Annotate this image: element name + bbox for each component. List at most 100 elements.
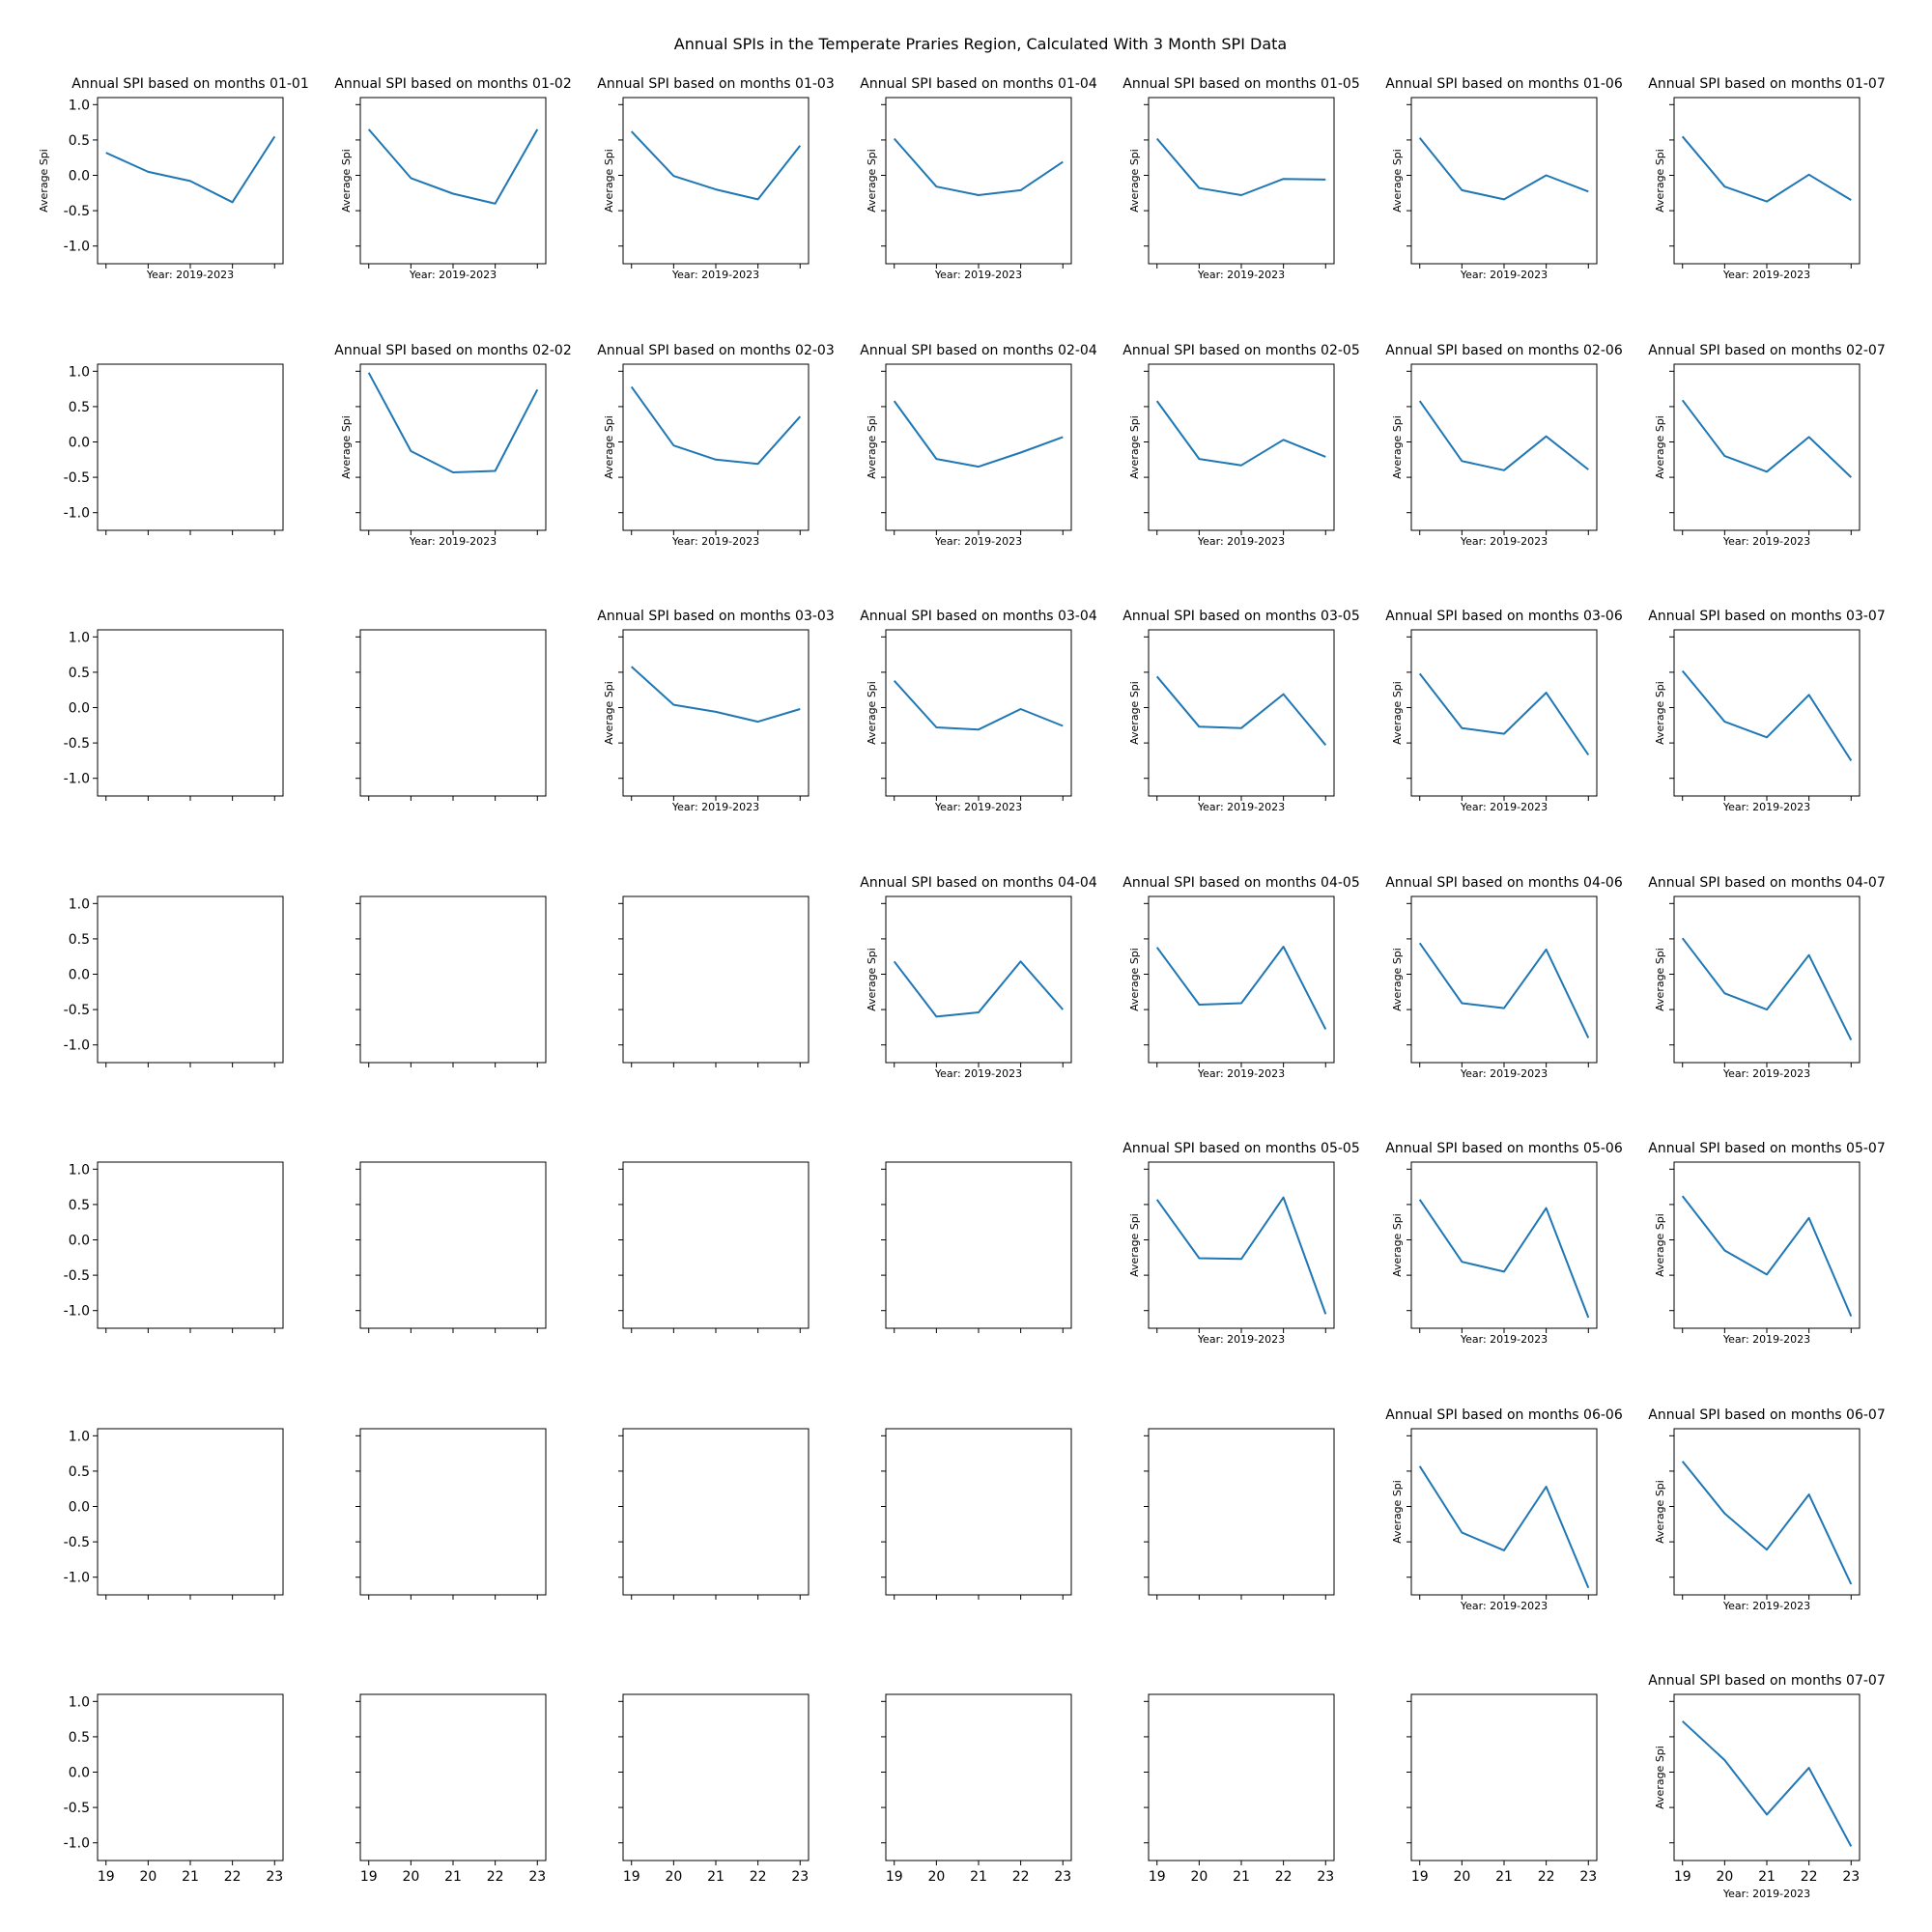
x-tick-label: 19 <box>1411 1869 1429 1885</box>
series-line-02-07 <box>1681 399 1852 478</box>
x-axis-label: Year: 2019-2023 <box>1197 801 1285 813</box>
y-tick-label: 1.0 <box>69 1694 90 1710</box>
x-axis-label: Year: 2019-2023 <box>934 801 1022 813</box>
y-tick-label: 0.0 <box>69 968 90 983</box>
x-tick-label: 22 <box>1012 1869 1030 1885</box>
axes-frame <box>1673 629 1861 797</box>
series-line-03-03 <box>631 666 801 724</box>
y-axis-label: Average Spi <box>603 415 615 479</box>
subplot-title: Annual SPI based on months 02-03 <box>597 343 835 358</box>
axes-frame <box>1410 1161 1598 1329</box>
subplot-empty-r5c3 <box>618 1161 810 1333</box>
x-axis-label: Year: 2019-2023 <box>1197 1333 1285 1346</box>
subplot-05-05: Annual SPI based on months 05-05 Average … <box>1122 1141 1360 1346</box>
x-axis-label: Year: 2019-2023 <box>1722 1888 1810 1900</box>
y-tick-label: -0.5 <box>64 470 90 486</box>
subplot-title: Annual SPI based on months 02-04 <box>860 343 1097 358</box>
subplot-title: Annual SPI based on months 03-06 <box>1385 609 1623 624</box>
subplot-05-06: Annual SPI based on months 05-06 Average … <box>1385 1141 1623 1346</box>
subplot-empty-r2c1: 1.0 0.5 0.0 -0.5 -1.0 <box>64 363 284 535</box>
subplot-empty-r7c4: 19 20 21 22 23 <box>881 1693 1072 1885</box>
subplot-title: Annual SPI based on months 04-05 <box>1122 875 1360 891</box>
series-line-05-05 <box>1155 1196 1327 1315</box>
subplot-title: Annual SPI based on months 01-03 <box>597 76 835 92</box>
x-axis-label: Year: 2019-2023 <box>1722 801 1810 813</box>
series-line-02-03 <box>630 385 802 466</box>
x-tick-label: 23 <box>1579 1869 1597 1885</box>
series-line-05-07 <box>1681 1195 1853 1317</box>
y-tick-label: 0.0 <box>69 1234 90 1249</box>
y-tick-label: 0.5 <box>69 1730 90 1746</box>
x-axis-label: Year: 2019-2023 <box>934 269 1022 281</box>
axes-frame <box>1148 97 1335 265</box>
series-line-01-03 <box>630 130 802 201</box>
x-tick-label: 21 <box>1233 1869 1250 1885</box>
subplot-title: Annual SPI based on months 02-05 <box>1122 343 1360 358</box>
y-tick-label: 0.5 <box>69 1198 90 1213</box>
y-axis-label: Average Spi <box>1128 1213 1141 1277</box>
series-line-06-06 <box>1418 1465 1590 1589</box>
series-line-01-05 <box>1155 137 1326 196</box>
subplot-empty-r6c5 <box>1144 1428 1335 1600</box>
x-tick-label: 21 <box>1495 1869 1513 1885</box>
subplot-title: Annual SPI based on months 05-07 <box>1648 1141 1886 1156</box>
subplot-title: Annual SPI based on months 03-03 <box>597 609 835 624</box>
y-axis-label: Average Spi <box>1654 415 1666 479</box>
subplot-03-04: Annual SPI based on months 03-04 Average … <box>860 609 1097 813</box>
axes-frame <box>359 629 547 797</box>
x-tick-label: 23 <box>528 1869 546 1885</box>
axes-frame <box>1410 629 1598 797</box>
axes-frame <box>622 97 810 265</box>
y-tick-label: -0.5 <box>64 1003 90 1018</box>
axes-frame <box>359 1693 547 1861</box>
axes-frame <box>97 1428 284 1596</box>
figure-suptitle: Annual SPIs in the Temperate Praries Reg… <box>674 35 1287 53</box>
y-tick-label: 0.0 <box>69 1766 90 1781</box>
y-tick-label: 0.0 <box>69 1500 90 1516</box>
subplot-03-06: Annual SPI based on months 03-06 Average … <box>1385 609 1623 813</box>
y-axis-label: Average Spi <box>1128 415 1141 479</box>
axes-frame <box>1673 1693 1861 1861</box>
x-tick-label: 19 <box>1149 1869 1166 1885</box>
subplot-04-06: Annual SPI based on months 04-06 Average … <box>1385 875 1623 1080</box>
x-tick-label: 19 <box>98 1869 115 1885</box>
y-axis-label: Average Spi <box>866 415 878 479</box>
x-axis-label: Year: 2019-2023 <box>1722 535 1810 548</box>
subplot-04-05: Annual SPI based on months 04-05 Average … <box>1122 875 1360 1080</box>
subplot-02-06: Annual SPI based on months 02-06 Average … <box>1385 343 1623 548</box>
series-line-03-05 <box>1155 675 1327 746</box>
series-line-04-07 <box>1681 937 1853 1041</box>
x-tick-label: 22 <box>487 1869 504 1885</box>
axes-frame <box>359 363 547 531</box>
y-axis-label: Average Spi <box>866 149 878 213</box>
axes-frame <box>97 895 284 1064</box>
subplot-empty-r5c4 <box>881 1161 1072 1333</box>
x-axis-label: Year: 2019-2023 <box>1197 269 1285 281</box>
axes-frame <box>885 1428 1072 1596</box>
y-tick-label: -0.5 <box>64 1268 90 1284</box>
y-axis-label: Average Spi <box>866 948 878 1011</box>
x-tick-label: 19 <box>1674 1869 1691 1885</box>
y-tick-label: 1.0 <box>69 98 90 113</box>
subplot-title: Annual SPI based on months 02-02 <box>334 343 572 358</box>
axes-frame <box>622 895 810 1064</box>
x-axis-label: Year: 2019-2023 <box>1460 801 1548 813</box>
subplot-02-04: Annual SPI based on months 02-04 Average … <box>860 343 1097 548</box>
series-line-03-07 <box>1681 669 1853 761</box>
subplot-title: Annual SPI based on months 01-02 <box>334 76 572 92</box>
y-axis-label: Average Spi <box>1654 681 1666 745</box>
axes-frame <box>1410 895 1598 1064</box>
axes-frame <box>1410 97 1598 265</box>
subplot-empty-r6c2 <box>355 1428 547 1600</box>
subplot-empty-r7c2: 19 20 21 22 23 <box>355 1693 547 1885</box>
x-tick-label: 23 <box>266 1869 283 1885</box>
y-axis-label: Average Spi <box>1391 1480 1404 1544</box>
subplot-empty-r3c2 <box>355 629 547 801</box>
subplot-empty-r4c2 <box>355 895 547 1067</box>
axes-frame <box>1673 97 1861 265</box>
subplot-06-06: Annual SPI based on months 06-06 Average … <box>1385 1407 1623 1612</box>
axes-frame <box>885 629 1072 797</box>
series-line-01-07 <box>1681 135 1852 203</box>
subplot-01-07: Annual SPI based on months 01-07 Average … <box>1648 76 1886 281</box>
